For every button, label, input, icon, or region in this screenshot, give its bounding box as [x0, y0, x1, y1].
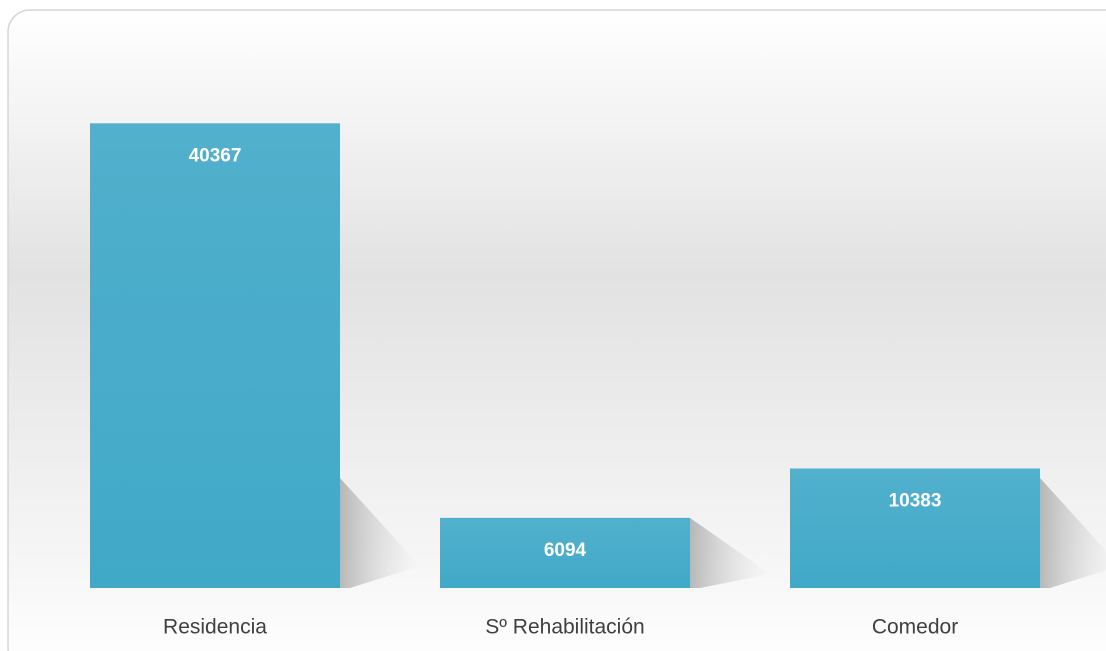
bar-shadow — [1040, 478, 1106, 588]
bar-shadow — [690, 517, 770, 588]
bar — [790, 468, 1040, 588]
x-tick-label: Comedor — [872, 616, 958, 639]
bar — [90, 123, 340, 588]
x-tick-label: Residencia — [163, 616, 267, 639]
data-label: 10383 — [889, 490, 942, 511]
data-label: 6094 — [544, 540, 587, 561]
data-label: 40367 — [189, 145, 242, 166]
x-tick-label: Sº Rehabilitación — [485, 616, 644, 639]
bar — [440, 517, 690, 588]
bar-shadow — [340, 478, 420, 588]
